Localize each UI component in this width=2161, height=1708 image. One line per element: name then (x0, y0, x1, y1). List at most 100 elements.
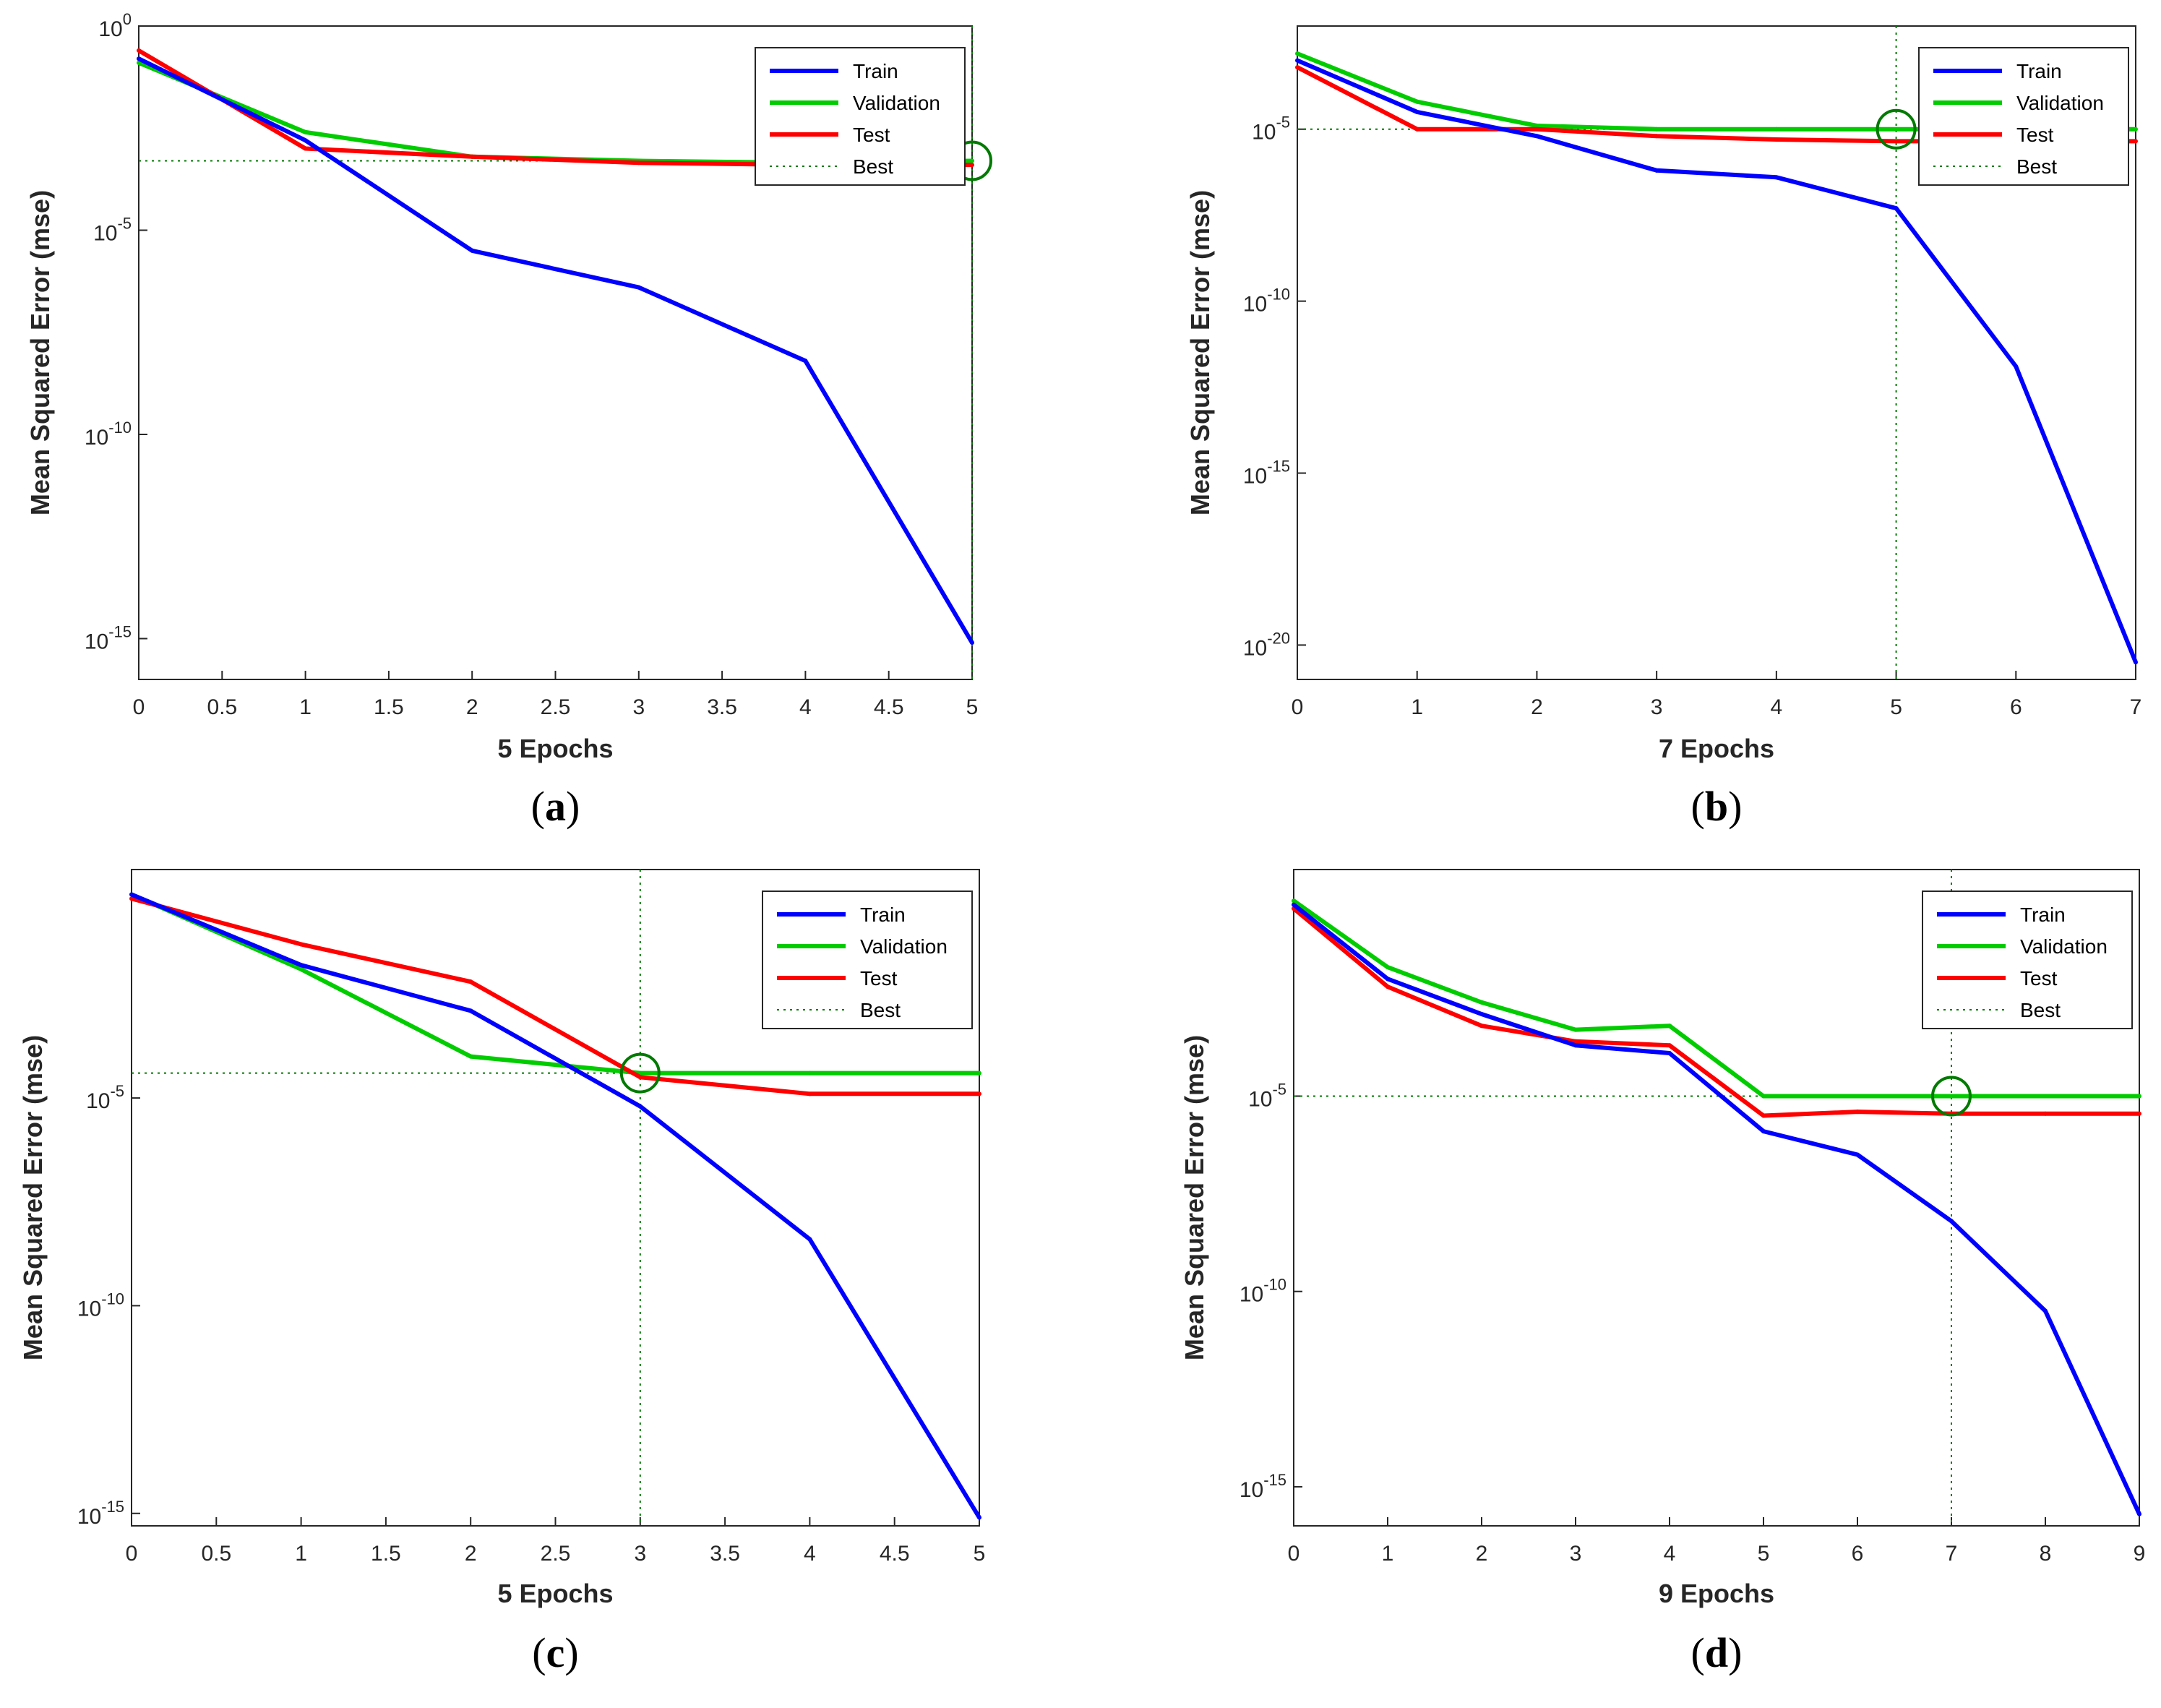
data-point-test (2137, 1111, 2141, 1116)
series-line-validation (1292, 898, 2139, 1099)
data-point-test (470, 154, 475, 159)
x-tick-label: 5 (1890, 695, 1902, 719)
data-point-validation (1894, 126, 1899, 132)
data-point-validation (1385, 965, 1390, 970)
data-point-validation (807, 1070, 812, 1076)
x-tick-label: 4 (1664, 1542, 1676, 1566)
x-tick-label: 1 (299, 695, 312, 719)
x-tick-label: 0 (133, 695, 145, 719)
x-tick-label: 3 (632, 695, 645, 719)
x-tick-label: 4.5 (880, 1542, 910, 1566)
data-point-test (807, 1091, 812, 1097)
data-point-test (1667, 1043, 1672, 1048)
data-point-validation (1667, 1023, 1672, 1029)
data-point-train (637, 1104, 643, 1109)
chart-panel-a: 0 0.5 1 1.5 2 2.5 3 3.5 4 4.5 5 100 10-5 10-10 10-15 Tr… (0, 0, 1080, 854)
x-tick-label: 0.5 (207, 695, 237, 719)
legend-label: Test (2016, 124, 2054, 146)
x-tick-label: 0 (126, 1542, 138, 1566)
series-line-validation (130, 892, 979, 1076)
data-point-test (1761, 1113, 1766, 1118)
data-point-validation (1292, 898, 1296, 904)
data-point-test (977, 1091, 981, 1097)
x-tick-label: 1 (1382, 1542, 1394, 1566)
data-point-test (1385, 984, 1390, 990)
series-line-test (131, 896, 979, 1097)
x-tick-label: 5 (1758, 1542, 1770, 1566)
x-tick-label: 9 (2134, 1542, 2146, 1566)
data-point-train (977, 1515, 981, 1520)
y-tick-label: 10-5 (93, 215, 132, 246)
series-line-train (137, 56, 974, 644)
x-tick-label: 1.5 (371, 1542, 401, 1566)
data-point-test (1479, 1023, 1484, 1029)
legend-label: Train (860, 904, 906, 926)
legend-label: Test (860, 967, 898, 990)
y-tick-label: 10-10 (1243, 286, 1290, 317)
y-tick-label: 10-15 (77, 1498, 124, 1529)
data-point-train (2014, 364, 2019, 369)
x-tick-label: 4 (799, 695, 812, 719)
chart-panel-c: 0 0.5 1 1.5 2 2.5 3 3.5 4 4.5 5 10-5 10-10 10-15 Train… (0, 854, 1080, 1707)
x-tick-label: 6 (1852, 1542, 1864, 1566)
chart-svg: 0 0.5 1 1.5 2 2.5 3 3.5 4 4.5 5 100 10-5 10-10 10-15 Tr… (25, 10, 992, 830)
data-point-train (1295, 58, 1299, 63)
x-tick-label: 2 (1476, 1542, 1488, 1566)
x-tick-label: 4.5 (874, 695, 904, 719)
x-tick-label: 0 (1292, 695, 1304, 719)
data-point-test (303, 146, 308, 151)
legend-label: Best (2020, 999, 2061, 1021)
x-tick-label: 2 (1531, 695, 1543, 719)
data-point-train (1573, 1043, 1578, 1048)
data-point-train (2137, 1511, 2141, 1516)
legend-label: Train (2020, 904, 2066, 926)
data-point-train (1761, 1129, 1766, 1134)
x-tick-label: 1.5 (374, 695, 404, 719)
chart-svg: 0 0.5 1 1.5 2 2.5 3 3.5 4 4.5 5 10-5 10-10 10-15 Train… (18, 869, 985, 1676)
data-point-validation (1654, 126, 1659, 132)
data-point-validation (303, 129, 308, 134)
x-tick-label: 1 (1411, 695, 1423, 719)
x-tick-label: 3 (1570, 1542, 1582, 1566)
data-point-test (1295, 65, 1299, 70)
data-point-train (807, 1237, 812, 1242)
chart-svg: 0 1 2 3 4 5 6 7 10-5 10-10 10-15 10-20 Train Validati… (1185, 25, 2141, 830)
y-tick-label: 10-15 (1243, 458, 1290, 489)
data-point-train (1534, 134, 1539, 139)
y-tick-label: 100 (98, 10, 132, 41)
chart-panel-b: 0 1 2 3 4 5 6 7 10-5 10-10 10-15 10-20 Train Validati… (1080, 0, 2161, 854)
legend-label: Best (860, 999, 901, 1021)
data-point-train (298, 963, 304, 968)
x-tick-label: 2.5 (541, 1542, 571, 1566)
legend-label: Train (853, 60, 898, 82)
y-tick-label: 10-20 (1243, 629, 1290, 660)
data-point-validation (468, 1054, 473, 1059)
x-tick-label: 3 (1651, 695, 1663, 719)
data-point-test (2134, 139, 2138, 144)
data-point-train (1667, 1051, 1672, 1056)
data-point-validation (1761, 1094, 1766, 1099)
legend-label: Test (2020, 967, 2058, 990)
chart-svg: 0 1 2 3 4 5 6 7 8 9 10-5 10-10 10-15 Train Validation T… (1180, 869, 2146, 1676)
series-line-train (130, 892, 981, 1519)
x-tick-label: 0 (1288, 1542, 1300, 1566)
data-point-train (1855, 1152, 1860, 1157)
panel-caption: (d) (1691, 1629, 1743, 1676)
data-point-train (1774, 175, 1779, 180)
data-point-validation (298, 966, 304, 971)
data-point-test (636, 160, 641, 166)
x-tick-label: 3 (634, 1542, 646, 1566)
y-tick-label: 10-10 (77, 1289, 124, 1321)
data-point-validation (1774, 126, 1779, 132)
best-marker (1876, 108, 1917, 150)
data-point-validation (1855, 1094, 1860, 1099)
x-tick-label: 8 (2040, 1542, 2052, 1566)
y-tick-label: 10-5 (1252, 113, 1290, 145)
data-point-test (468, 979, 473, 984)
data-point-test (970, 163, 974, 168)
legend-label: Validation (853, 92, 940, 114)
data-point-train (636, 285, 641, 290)
x-tick-label: 0.5 (201, 1542, 231, 1566)
x-tick-label: 2 (465, 1542, 477, 1566)
y-tick-label: 10-10 (85, 419, 132, 450)
